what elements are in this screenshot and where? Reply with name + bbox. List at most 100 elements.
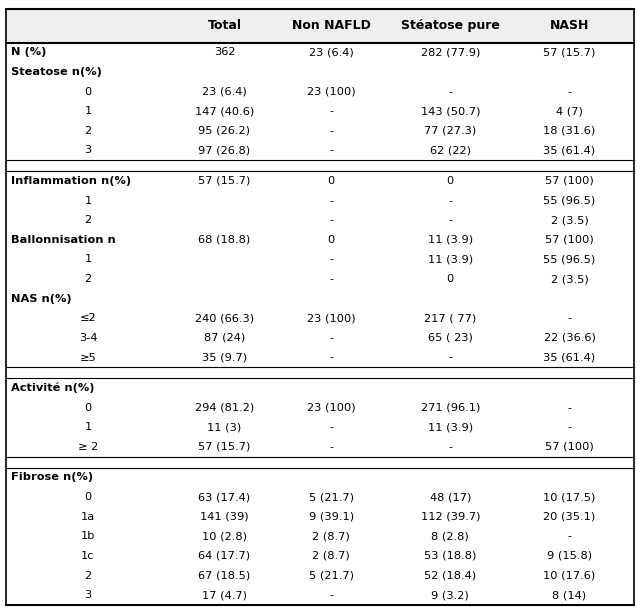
Text: 112 (39.7): 112 (39.7) <box>420 512 480 522</box>
Text: 1: 1 <box>84 254 92 264</box>
Text: -: - <box>329 353 333 362</box>
Text: 18 (31.6): 18 (31.6) <box>543 126 596 136</box>
Text: 20 (35.1): 20 (35.1) <box>543 512 596 522</box>
Bar <box>6 9 634 43</box>
Text: 0: 0 <box>447 176 454 186</box>
Text: -: - <box>329 215 333 225</box>
Text: 282 (77.9): 282 (77.9) <box>420 47 480 57</box>
Text: 0: 0 <box>447 274 454 284</box>
Text: NAS n(%): NAS n(%) <box>11 294 72 303</box>
Text: Ballonnisation n: Ballonnisation n <box>11 235 116 245</box>
Text: 10 (17.5): 10 (17.5) <box>543 492 596 502</box>
Text: 2: 2 <box>84 215 92 225</box>
Text: Fibrose n(%): Fibrose n(%) <box>11 472 94 483</box>
Text: ≥5: ≥5 <box>80 353 96 362</box>
Text: 95 (26.2): 95 (26.2) <box>198 126 250 136</box>
Text: 4 (7): 4 (7) <box>556 106 583 116</box>
Text: 2: 2 <box>84 126 92 136</box>
Text: ≥ 2: ≥ 2 <box>78 442 98 452</box>
Text: 1c: 1c <box>81 551 95 561</box>
Text: -: - <box>329 333 333 343</box>
Text: 17 (4.7): 17 (4.7) <box>202 590 247 600</box>
Text: NASH: NASH <box>550 19 589 32</box>
Text: 23 (100): 23 (100) <box>307 402 355 413</box>
Text: 2: 2 <box>84 274 92 284</box>
Text: 0: 0 <box>327 235 334 245</box>
Text: Total: Total <box>208 19 241 32</box>
Text: 3: 3 <box>84 145 92 156</box>
Text: 8 (14): 8 (14) <box>552 590 587 600</box>
Text: 23 (6.4): 23 (6.4) <box>309 47 354 57</box>
Text: -: - <box>448 442 452 452</box>
Text: N (%): N (%) <box>11 47 47 57</box>
Text: 5 (21.7): 5 (21.7) <box>308 492 354 502</box>
Text: 52 (18.4): 52 (18.4) <box>424 570 476 581</box>
Text: Activité n(%): Activité n(%) <box>11 383 95 393</box>
Text: 11 (3.9): 11 (3.9) <box>427 423 473 432</box>
Text: -: - <box>448 196 452 206</box>
Text: 9 (3.2): 9 (3.2) <box>431 590 469 600</box>
Text: -: - <box>329 196 333 206</box>
Text: 63 (17.4): 63 (17.4) <box>198 492 250 502</box>
Text: 240 (66.3): 240 (66.3) <box>195 313 254 323</box>
Text: 9 (39.1): 9 (39.1) <box>308 512 354 522</box>
Text: -: - <box>329 106 333 116</box>
Text: 8 (2.8): 8 (2.8) <box>431 531 469 541</box>
Text: 0: 0 <box>327 176 334 186</box>
Text: -: - <box>329 423 333 432</box>
Text: 217 ( 77): 217 ( 77) <box>424 313 476 323</box>
Text: -: - <box>448 215 452 225</box>
Text: -: - <box>448 353 452 362</box>
Text: 23 (6.4): 23 (6.4) <box>202 86 247 97</box>
Text: 23 (100): 23 (100) <box>307 86 355 97</box>
Text: -: - <box>568 531 571 541</box>
Text: 5 (21.7): 5 (21.7) <box>308 570 354 581</box>
Text: -: - <box>329 254 333 264</box>
Text: -: - <box>329 145 333 156</box>
Text: 10 (17.6): 10 (17.6) <box>543 570 596 581</box>
Text: 1a: 1a <box>81 512 95 522</box>
Text: 55 (96.5): 55 (96.5) <box>543 254 596 264</box>
Text: 57 (100): 57 (100) <box>545 442 594 452</box>
Text: 11 (3.9): 11 (3.9) <box>427 235 473 245</box>
Text: 1: 1 <box>84 106 92 116</box>
Text: 77 (27.3): 77 (27.3) <box>424 126 476 136</box>
Text: 11 (3.9): 11 (3.9) <box>427 254 473 264</box>
Text: 57 (15.7): 57 (15.7) <box>198 176 250 186</box>
Text: 294 (81.2): 294 (81.2) <box>195 402 254 413</box>
Text: 0: 0 <box>84 402 92 413</box>
Text: 2 (3.5): 2 (3.5) <box>550 215 589 225</box>
Text: 362: 362 <box>213 47 235 57</box>
Text: 2 (8.7): 2 (8.7) <box>312 551 350 561</box>
Text: 64 (17.7): 64 (17.7) <box>198 551 250 561</box>
Text: 22 (36.6): 22 (36.6) <box>543 333 596 343</box>
Text: -: - <box>568 402 571 413</box>
Text: 3-4: 3-4 <box>79 333 97 343</box>
Text: -: - <box>568 313 571 323</box>
Text: 35 (61.4): 35 (61.4) <box>543 353 596 362</box>
Text: 2: 2 <box>84 570 92 581</box>
Text: 35 (61.4): 35 (61.4) <box>543 145 596 156</box>
Text: 48 (17): 48 (17) <box>429 492 471 502</box>
Text: 3: 3 <box>84 590 92 600</box>
Text: 87 (24): 87 (24) <box>204 333 245 343</box>
Text: 97 (26.8): 97 (26.8) <box>198 145 250 156</box>
Text: -: - <box>329 590 333 600</box>
Text: 1: 1 <box>84 423 92 432</box>
Text: 9 (15.8): 9 (15.8) <box>547 551 592 561</box>
Text: 53 (18.8): 53 (18.8) <box>424 551 476 561</box>
Text: ≤2: ≤2 <box>80 313 96 323</box>
Text: 67 (18.5): 67 (18.5) <box>198 570 250 581</box>
Text: Steatose n(%): Steatose n(%) <box>11 67 103 77</box>
Text: 0: 0 <box>84 492 92 502</box>
Text: -: - <box>329 274 333 284</box>
Text: 57 (15.7): 57 (15.7) <box>198 442 250 452</box>
Text: 0: 0 <box>84 86 92 97</box>
Text: 1: 1 <box>84 196 92 206</box>
Text: 271 (96.1): 271 (96.1) <box>420 402 480 413</box>
Text: 10 (2.8): 10 (2.8) <box>202 531 247 541</box>
Text: 2 (3.5): 2 (3.5) <box>550 274 589 284</box>
Text: 57 (100): 57 (100) <box>545 176 594 186</box>
Text: 65 ( 23): 65 ( 23) <box>428 333 473 343</box>
Text: -: - <box>329 442 333 452</box>
